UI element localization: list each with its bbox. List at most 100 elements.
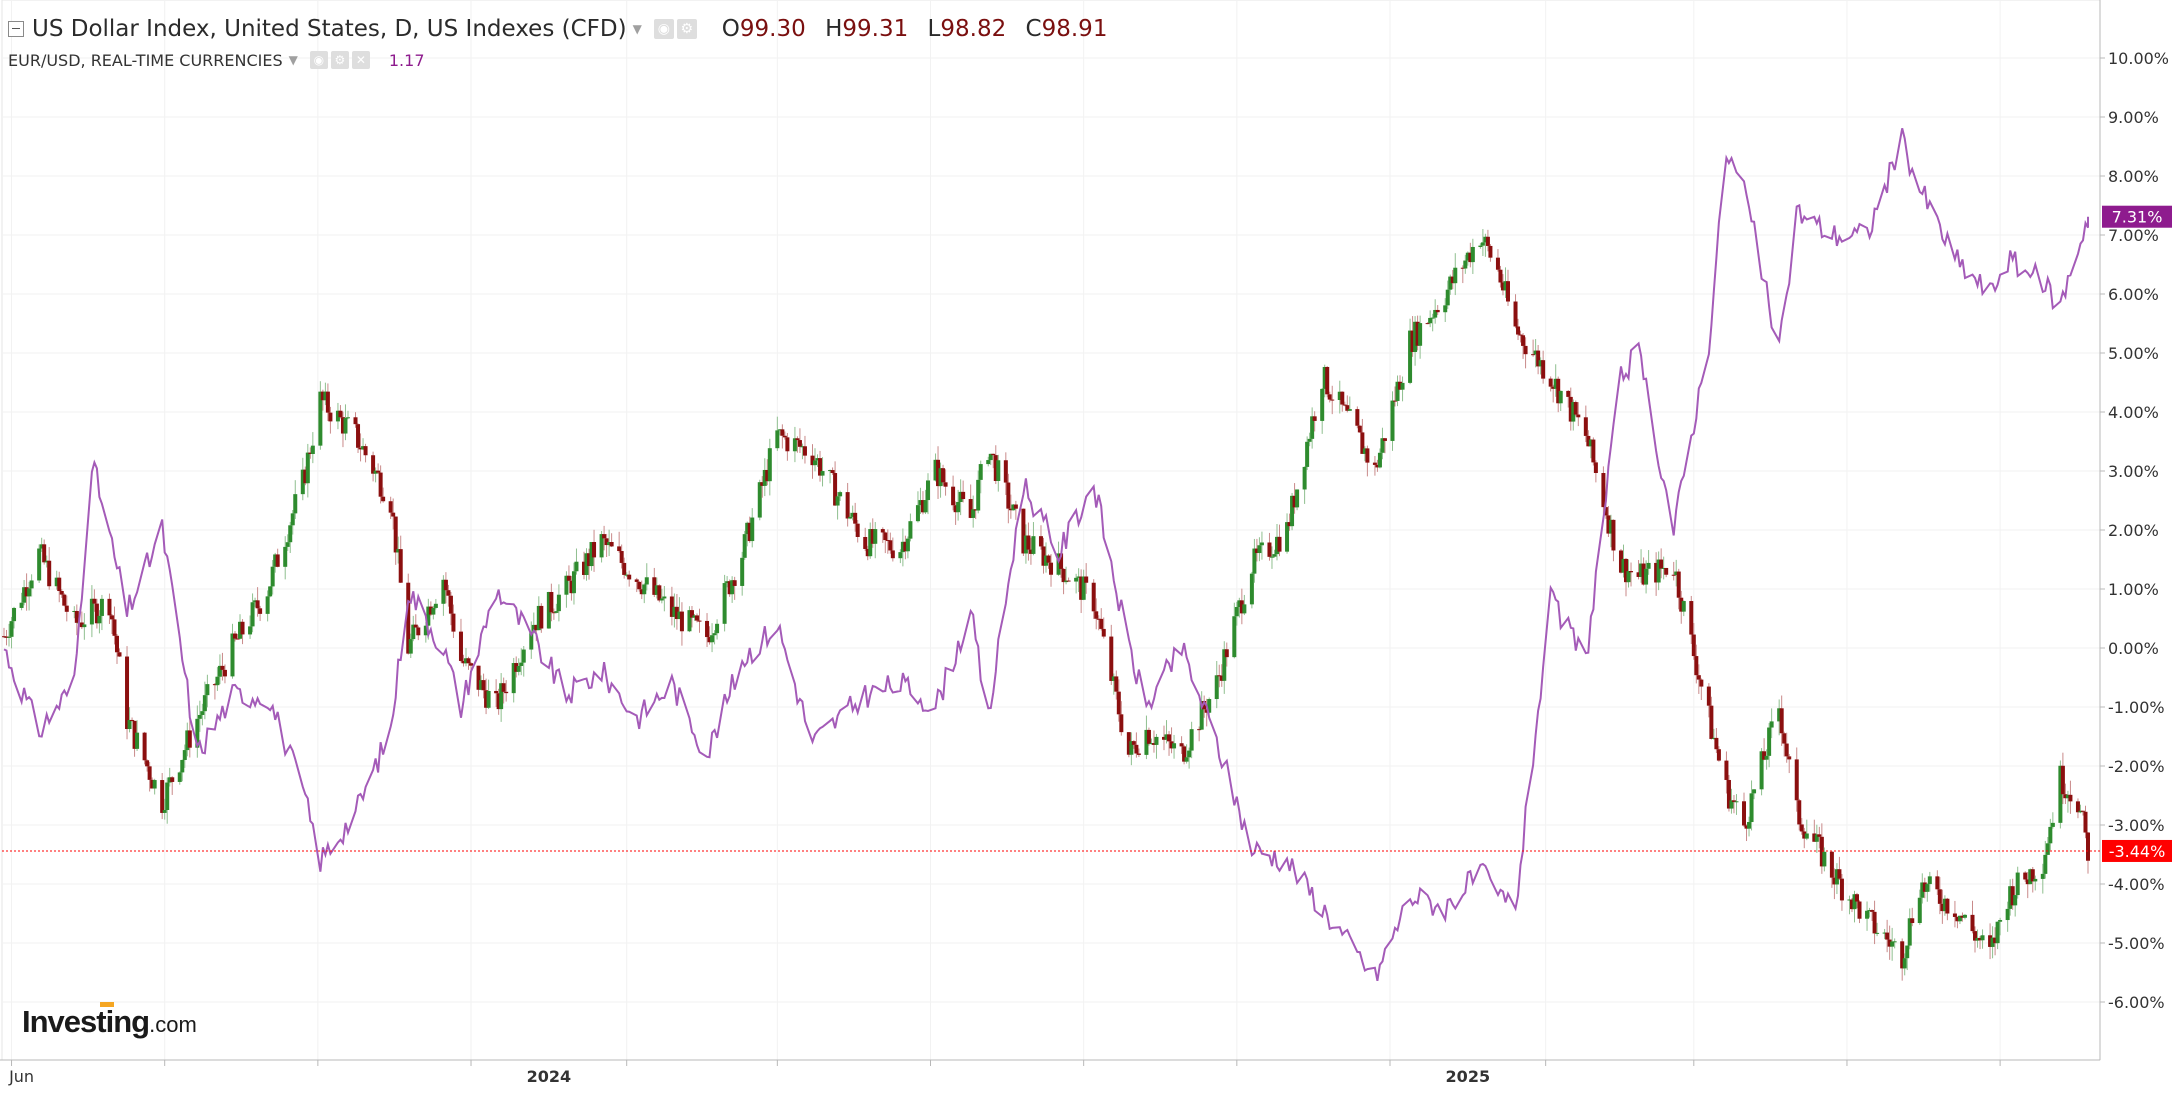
candle <box>903 541 908 552</box>
chevron-down-icon[interactable]: ▼ <box>288 53 298 67</box>
candle <box>1064 580 1069 583</box>
candle <box>727 581 732 595</box>
candle <box>1360 432 1365 454</box>
y-tick-label: 7.00% <box>2108 226 2159 245</box>
candle <box>1629 571 1634 573</box>
candle <box>1182 746 1187 762</box>
candle <box>780 429 785 436</box>
candle <box>7 636 12 638</box>
candle <box>988 453 993 461</box>
candle <box>94 603 99 624</box>
candle <box>484 690 489 708</box>
ohlc-high: 99.31 <box>842 16 909 42</box>
ohlc-open: 99.30 <box>739 16 806 42</box>
candle <box>1794 759 1799 801</box>
candle <box>1531 354 1536 356</box>
candle <box>1305 441 1310 467</box>
candle <box>669 596 674 617</box>
logo-suffix: .com <box>149 1012 197 1037</box>
candle <box>692 615 697 618</box>
candle <box>413 624 418 628</box>
candle <box>672 606 677 617</box>
candle <box>1664 567 1669 575</box>
candle <box>1292 495 1297 508</box>
candle <box>406 582 411 654</box>
candle <box>1013 504 1018 509</box>
candle <box>398 549 403 583</box>
candle <box>890 550 895 559</box>
eye-icon[interactable]: ◉ <box>653 19 674 39</box>
candle <box>1659 559 1664 569</box>
candle <box>1603 507 1608 516</box>
candle <box>1975 937 1980 941</box>
candle <box>481 680 486 691</box>
candle <box>976 479 981 511</box>
candle <box>1726 779 1731 809</box>
candle <box>1571 402 1576 422</box>
close-icon[interactable]: ✕ <box>351 51 370 69</box>
candle <box>308 452 313 455</box>
candle <box>1287 522 1292 527</box>
candle <box>1480 242 1485 246</box>
candle <box>285 542 290 547</box>
candle <box>217 665 222 677</box>
candle <box>1955 916 1960 922</box>
candle <box>1533 350 1538 355</box>
candle <box>1345 405 1350 411</box>
logo-brand: Investing <box>22 1004 150 1039</box>
candle <box>1586 435 1591 447</box>
candle <box>1945 898 1950 914</box>
candle <box>1448 276 1453 290</box>
y-tick-label: 8.00% <box>2108 167 2159 186</box>
candle <box>461 660 466 664</box>
candle <box>117 652 122 657</box>
candle <box>2058 765 2063 823</box>
candle <box>167 777 172 783</box>
candle <box>1049 562 1054 575</box>
y-tick-label: -2.00% <box>2108 757 2165 776</box>
candle <box>1591 439 1596 463</box>
candle <box>574 561 579 572</box>
candle <box>933 459 938 481</box>
candle <box>428 606 433 615</box>
candle <box>1962 914 1967 918</box>
candle <box>1312 416 1317 421</box>
y-tick-label: -1.00% <box>2108 698 2165 717</box>
candle <box>1917 897 1922 924</box>
candle <box>426 606 431 626</box>
candle <box>1724 760 1729 780</box>
candle <box>1566 390 1571 397</box>
candle <box>1593 462 1598 473</box>
candle <box>2065 794 2070 799</box>
candle <box>22 587 27 603</box>
candle <box>1408 330 1413 383</box>
candle <box>288 525 293 543</box>
candle <box>697 620 702 622</box>
candle <box>1146 729 1151 744</box>
candle <box>1295 489 1300 508</box>
candle <box>1518 334 1523 336</box>
candle <box>1875 932 1880 934</box>
candle <box>1149 743 1154 745</box>
x-tick-label: 2025 <box>1446 1067 1491 1086</box>
candle <box>230 633 235 677</box>
legend-main-row: US Dollar Index, United States, D, US In… <box>8 12 1107 46</box>
candle <box>1621 558 1626 573</box>
candle <box>328 412 333 422</box>
candle <box>24 587 29 597</box>
candle <box>197 714 202 719</box>
candle <box>1450 276 1455 284</box>
chevron-down-icon[interactable]: ▼ <box>632 22 642 36</box>
candle <box>1277 536 1282 552</box>
gear-icon[interactable]: ⚙ <box>330 51 349 69</box>
candle <box>1134 744 1139 754</box>
ohlc-close: 98.91 <box>1041 16 1108 42</box>
candle <box>363 446 368 456</box>
logo-accent <box>100 1002 114 1007</box>
candle <box>162 810 167 813</box>
collapse-icon[interactable] <box>8 21 24 37</box>
eye-icon[interactable]: ◉ <box>309 51 328 69</box>
gear-icon[interactable]: ⚙ <box>676 19 697 39</box>
candle <box>747 522 752 542</box>
candle <box>1922 882 1927 892</box>
